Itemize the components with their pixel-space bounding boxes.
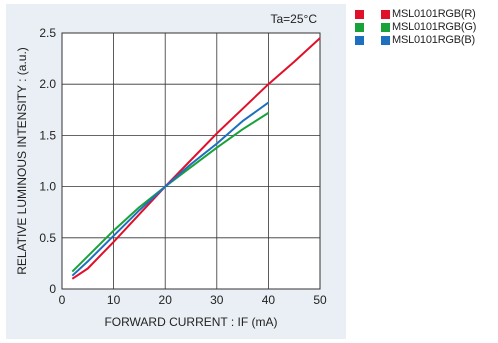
x-tick-label: 10	[107, 293, 121, 307]
legend-label: MSL0101RGB(G)	[392, 21, 477, 33]
y-axis-label: RELATIVE LUMINOUS INTENSITY : (a.u.)	[15, 47, 29, 275]
x-tick-label: 50	[313, 293, 327, 307]
y-tick-label: 2.5	[39, 26, 56, 40]
legend-marker	[355, 10, 364, 19]
series-layer	[71, 37, 321, 280]
tick-labels: 0 10 20 30 40 50 0 0.5 1.0 1.5 2.0 2.5	[39, 26, 327, 307]
legend-marker	[355, 36, 364, 45]
y-tick-label: 2.0	[39, 77, 56, 91]
y-tick-label: 0	[49, 282, 56, 296]
y-tick-label: 0.5	[39, 231, 56, 245]
x-axis-label: FORWARD CURRENT : IF (mA)	[104, 315, 277, 329]
legend-label: MSL0101RGB(R)	[392, 8, 476, 20]
y-tick-label: 1.5	[39, 128, 56, 142]
x-tick-label: 20	[159, 293, 173, 307]
temperature-annotation: Ta=25°C	[271, 12, 318, 26]
legend-swatch	[381, 10, 390, 19]
legend-swatch	[381, 23, 390, 32]
series-line-2	[71, 101, 269, 277]
y-tick-label: 1.0	[39, 180, 56, 194]
series-line-0	[71, 37, 321, 280]
x-tick-label: 40	[262, 293, 276, 307]
legend-marker	[355, 23, 364, 32]
plot-frame	[61, 32, 321, 290]
x-tick-label: 30	[210, 293, 224, 307]
legend-label: MSL0101RGB(B)	[392, 34, 475, 46]
legend-swatch	[381, 36, 390, 45]
x-tick-label: 0	[59, 293, 66, 307]
